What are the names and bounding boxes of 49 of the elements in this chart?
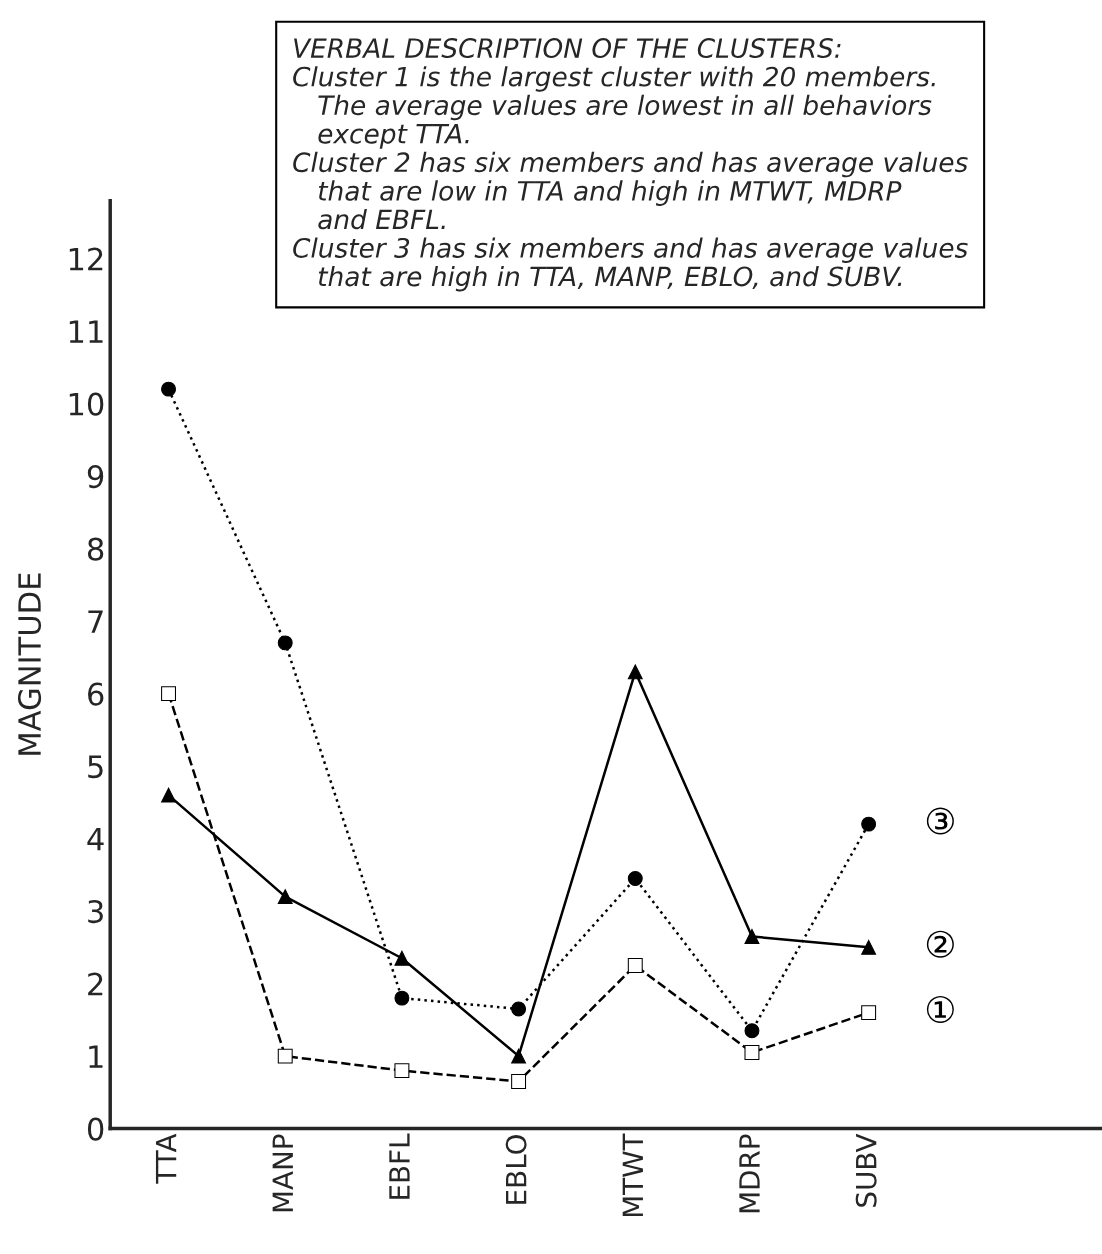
x-tick-label: EBFL (389, 1133, 410, 1199)
y-tick-label: 1 (89, 1045, 103, 1068)
point (744, 1023, 760, 1039)
text: VERBAL DESCRIPTION OF THE CLUSTERS: (294, 38, 841, 59)
point (394, 1063, 410, 1079)
point (744, 1045, 760, 1060)
y-tick-label: 7 (88, 610, 103, 633)
x-tick-label: TTA (155, 1133, 177, 1184)
y-tick-label: 4 (87, 827, 104, 851)
y-tick-label: 11 (69, 320, 103, 343)
y-tick-label: 0 (87, 1117, 104, 1141)
y-tick-label: 2 (88, 972, 103, 996)
y-tick-label: 9 (87, 465, 104, 489)
point (277, 635, 293, 651)
x-tick-label: SUBV (855, 1133, 877, 1207)
y-tick-label: 12 (69, 247, 103, 271)
text: Cluster 1 is the largest cluster with 20 members. The average values are lowest in all behaviors except TTA. (293, 66, 935, 149)
point (161, 381, 177, 397)
series-label: ② (926, 930, 954, 958)
point (277, 1048, 293, 1064)
point (394, 990, 410, 1006)
point (627, 664, 643, 680)
point (511, 1001, 527, 1017)
annotation: Cluster 3 has six members and has average values that are high in TTA, MANP, EBLO, and SUBV. (293, 237, 968, 292)
x-tick-label: MDRP (739, 1134, 760, 1213)
point (161, 787, 177, 803)
y-tick-label: 8 (87, 537, 104, 561)
point (861, 939, 877, 955)
x-tick-label: MANP (272, 1134, 293, 1212)
point (627, 871, 643, 886)
y-tick-label: 10 (69, 392, 104, 416)
x-tick-label: MTWT (622, 1133, 643, 1217)
point (394, 950, 410, 966)
y-tick-label: 5 (88, 755, 103, 779)
point (744, 929, 760, 944)
point (161, 686, 177, 702)
y-tick-label: 3 (88, 900, 103, 924)
point (511, 1074, 527, 1089)
point (861, 1005, 877, 1021)
y-tick-label: 6 (88, 682, 104, 706)
point (511, 1048, 527, 1064)
annotation: Cluster 2 has six members and has average values that are low in TTA and high in MTWT, MDRP and EBFL. (293, 151, 968, 230)
y-axis-title: MAGNITUDE (17, 573, 42, 755)
point (861, 816, 877, 832)
x-tick-label: EBLO (505, 1135, 527, 1204)
series-label: ③ (926, 807, 954, 835)
point (627, 958, 643, 973)
series-label: ① (926, 995, 954, 1023)
point (277, 889, 293, 905)
